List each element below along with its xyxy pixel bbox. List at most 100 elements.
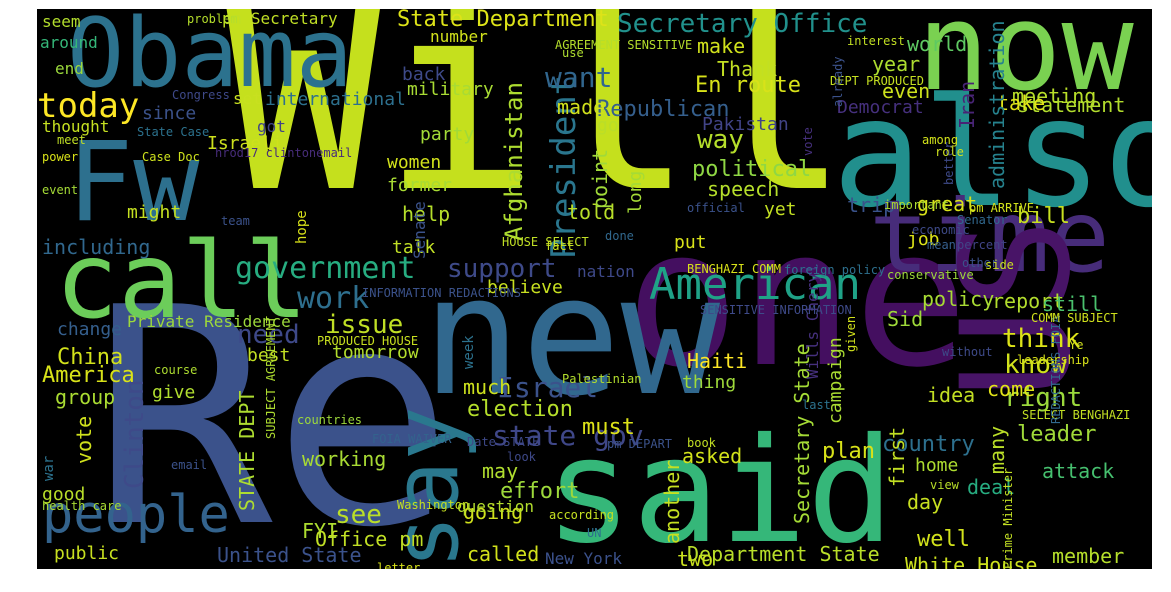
cloud-word: including bbox=[42, 235, 151, 259]
cloud-word: Date STATE bbox=[467, 435, 540, 449]
cloud-word: want bbox=[545, 61, 613, 94]
cloud-word: must bbox=[582, 415, 635, 440]
cloud-word: mean bbox=[927, 238, 956, 252]
cloud-word: power bbox=[42, 150, 79, 164]
cloud-word: Secretary Office bbox=[617, 9, 868, 39]
cloud-word: point bbox=[588, 148, 612, 209]
cloud-word: FOIA WAIVER bbox=[372, 432, 452, 446]
cloud-word: job bbox=[907, 229, 940, 250]
cloud-word: new bbox=[422, 240, 721, 432]
cloud-word: pm Secretary bbox=[222, 9, 338, 28]
cloud-word: set bbox=[233, 89, 262, 108]
cloud-word: got bbox=[257, 117, 286, 136]
cloud-word: take bbox=[997, 91, 1046, 115]
cloud-word: book bbox=[687, 436, 716, 450]
cloud-word: today bbox=[37, 86, 140, 126]
cloud-word: long bbox=[625, 170, 646, 214]
cloud-word: call bbox=[55, 220, 308, 342]
cloud-word: issue bbox=[325, 310, 404, 340]
cloud-word: important bbox=[884, 198, 950, 212]
cloud-word: report bbox=[992, 289, 1065, 313]
cloud-word: way bbox=[697, 125, 744, 155]
cloud-word: American bbox=[649, 259, 861, 310]
cloud-word: now bbox=[917, 9, 1134, 118]
cloud-word: still bbox=[1042, 292, 1103, 316]
cloud-word: well bbox=[917, 527, 970, 552]
cloud-word: many bbox=[985, 425, 1009, 474]
cloud-word: international bbox=[265, 89, 406, 110]
cloud-word: Sid bbox=[887, 307, 924, 331]
cloud-word: make bbox=[697, 34, 746, 58]
cloud-word: Re bbox=[92, 244, 454, 569]
cloud-word: official bbox=[687, 201, 745, 215]
cloud-word: put bbox=[674, 232, 707, 253]
cloud-word: White House bbox=[905, 553, 1038, 569]
cloud-word: good bbox=[42, 484, 86, 505]
cloud-word: meet bbox=[57, 133, 86, 147]
cloud-word: countries bbox=[297, 413, 363, 427]
cloud-word: AGREEMENT SENSITIVE bbox=[555, 38, 693, 52]
cloud-word: trip bbox=[847, 193, 896, 217]
cloud-word: military bbox=[407, 79, 494, 100]
cloud-word: event bbox=[42, 183, 79, 197]
cloud-word: Senate bbox=[410, 201, 429, 259]
cloud-word: China bbox=[57, 345, 124, 370]
cloud-word: DEPT PRODUCED bbox=[830, 74, 924, 88]
cloud-word: best bbox=[247, 345, 291, 366]
cloud-word: use bbox=[562, 46, 584, 60]
cloud-word: Afghanistan bbox=[500, 82, 528, 241]
cloud-word: Washington bbox=[397, 498, 470, 512]
cloud-word: team bbox=[221, 214, 250, 228]
cloud-word: end bbox=[55, 59, 84, 78]
cloud-word: think bbox=[1002, 324, 1081, 354]
cloud-word: former bbox=[387, 175, 453, 196]
cloud-word: nation bbox=[577, 262, 635, 281]
cloud-word: another bbox=[660, 459, 684, 544]
cloud-word: Republican bbox=[597, 97, 730, 122]
cloud-word: hrod17 clintonemail bbox=[215, 146, 353, 160]
cloud-word: back bbox=[402, 64, 446, 85]
cloud-word: Fw bbox=[67, 118, 200, 246]
cloud-word: country bbox=[882, 432, 975, 457]
cloud-word: Clinton bbox=[120, 379, 150, 489]
cloud-word: Democrat bbox=[837, 97, 924, 118]
cloud-word: look bbox=[507, 450, 536, 464]
cloud-word: policy bbox=[922, 287, 995, 311]
cloud-word: according bbox=[549, 508, 615, 522]
cloud-word: right bbox=[1004, 383, 1083, 413]
cloud-word: speech bbox=[707, 177, 780, 201]
cloud-word: home bbox=[915, 455, 959, 476]
cloud-word: leader bbox=[1017, 422, 1097, 447]
cloud-word: Wills Cheryl bbox=[803, 263, 822, 379]
cloud-word: member bbox=[1052, 544, 1125, 568]
cloud-word: war bbox=[41, 455, 57, 481]
cloud-word: State Department bbox=[397, 9, 609, 32]
cloud-word: government bbox=[235, 251, 416, 286]
cloud-word: need bbox=[237, 320, 300, 350]
cloud-word: Thank bbox=[717, 57, 778, 81]
cloud-word: PRODUCED HOUSE bbox=[317, 334, 419, 348]
cloud-word: Haiti bbox=[687, 349, 748, 373]
cloud-word: interest bbox=[847, 34, 905, 48]
cloud-word: New York bbox=[545, 549, 623, 568]
cloud-word: letter bbox=[377, 561, 421, 569]
cloud-word: people bbox=[42, 485, 230, 545]
cloud-word: UN bbox=[587, 526, 602, 540]
cloud-word: work bbox=[297, 281, 370, 316]
cloud-word: said bbox=[545, 407, 895, 569]
cloud-word: Will bbox=[225, 9, 852, 250]
cloud-word: SELECT BENGHAZI bbox=[1022, 408, 1131, 422]
cloud-word: problem bbox=[187, 12, 238, 26]
cloud-word: thing bbox=[682, 372, 737, 393]
cloud-word: help bbox=[402, 202, 451, 226]
cloud-word: REDACTIONS FOIA bbox=[1049, 315, 1063, 424]
cloud-word: En route bbox=[695, 73, 801, 98]
cloud-word: plan bbox=[822, 439, 875, 464]
cloud-word: Department State bbox=[687, 542, 880, 566]
cloud-word: other bbox=[962, 256, 999, 270]
cloud-word: conservative bbox=[887, 268, 974, 282]
cloud-word: state gov bbox=[492, 419, 644, 452]
cloud-word: go bbox=[597, 115, 619, 136]
cloud-word: question bbox=[457, 497, 535, 516]
cloud-word: day bbox=[907, 490, 944, 514]
